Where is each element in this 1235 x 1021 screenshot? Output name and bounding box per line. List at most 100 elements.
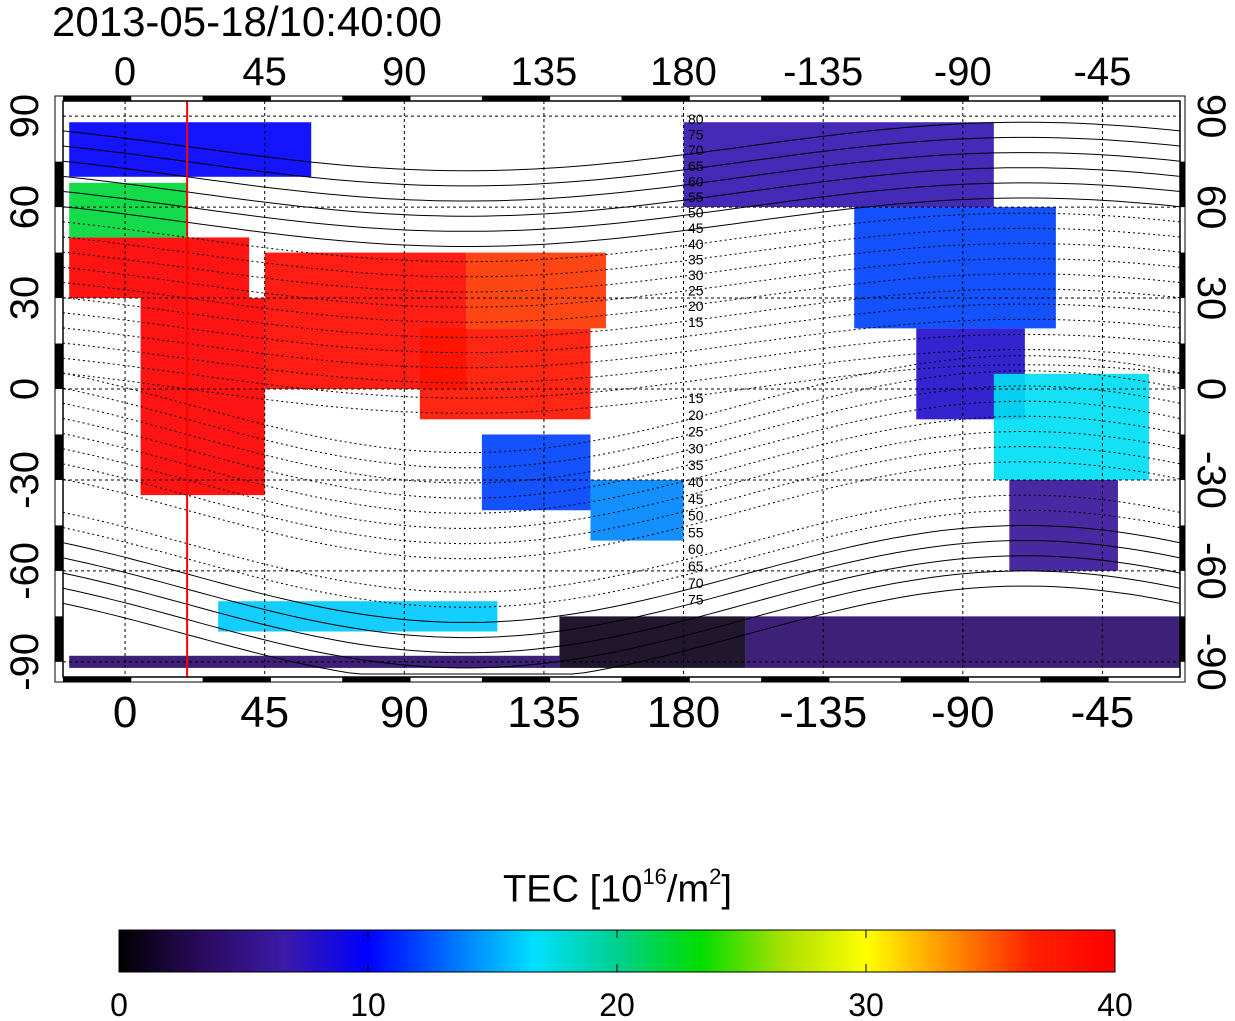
contour-label: 40 (688, 474, 704, 490)
x-tick-label-bottom: 0 (113, 688, 137, 737)
y-tick-label-right: 60 (1189, 185, 1233, 230)
x-tick-label-top: 90 (382, 50, 427, 94)
frame-tick-bar (761, 677, 830, 682)
tec-region (419, 328, 591, 420)
x-tick-label-top: -45 (1074, 50, 1132, 94)
contour-line (63, 555, 1180, 654)
y-tick-label-left: 0 (3, 378, 47, 400)
tec-data-layer (69, 122, 1180, 668)
contour-line (63, 494, 1180, 593)
frame-tick-bar (1040, 96, 1109, 101)
x-tick-label-bottom: 90 (380, 688, 429, 737)
frame-tick-bar (481, 677, 551, 682)
contour-label: 65 (688, 558, 704, 574)
contour-line (63, 364, 1180, 414)
contour-line (63, 585, 1180, 675)
contour-label: 70 (688, 575, 704, 591)
y-tick-label-left: -30 (3, 451, 47, 509)
grid-lines (63, 101, 1180, 677)
contour-line (63, 570, 1180, 669)
colorbar-tick-label: 10 (350, 987, 386, 1021)
frame-tick-bar (1180, 161, 1185, 208)
tec-region (559, 616, 746, 668)
frame-tick-bar (1180, 343, 1185, 389)
contour-line (63, 415, 1180, 514)
contour-line (63, 355, 1180, 454)
contour-label: 55 (688, 524, 704, 540)
colorbar-label: TEC [1016/m2] (503, 864, 732, 911)
x-tick-label-top: 135 (511, 50, 578, 94)
contour-line (63, 400, 1180, 499)
contour-label: 65 (688, 158, 704, 174)
frame-tick-bars (55, 96, 1185, 682)
contour-label: 50 (688, 508, 704, 524)
colorbar-tick-label: 30 (848, 987, 884, 1021)
frame-tick-bar (342, 677, 411, 682)
y-ticks-left: 90 60 30 0 -30 -60 -90 (3, 94, 47, 691)
contour-label: 15 (688, 390, 704, 406)
y-tick-label-left: 30 (3, 276, 47, 321)
frame-tick-bar (55, 161, 63, 208)
frame-tick-bar (621, 96, 690, 101)
x-tick-label-bottom: 180 (647, 688, 720, 737)
contour-label: 20 (688, 298, 704, 314)
contour-line (63, 333, 1180, 384)
frame-tick-bar (481, 96, 551, 101)
tec-region (854, 207, 1056, 329)
contour-label: 20 (688, 407, 704, 423)
y-tick-label-right: -60 (1189, 542, 1233, 600)
x-tick-label-bottom: 45 (240, 688, 289, 737)
contour-label: 35 (688, 251, 704, 267)
contour-label: 75 (688, 592, 704, 608)
contour-line (63, 197, 1180, 247)
tec-region (69, 237, 250, 299)
frame-tick-bar (900, 96, 970, 101)
tec-region (590, 479, 684, 541)
x-tick-label-bottom: -90 (931, 688, 995, 737)
contour-line (63, 509, 1180, 608)
contour-line (63, 303, 1180, 354)
contour-line (63, 431, 1180, 529)
x-tick-label-top: 180 (650, 50, 717, 94)
x-tick-label-top: 0 (114, 50, 136, 94)
x-tick-label-top: 45 (242, 50, 287, 94)
contour-line (63, 385, 1180, 484)
contour-labels: 8075706560555045403530252015152025303540… (688, 111, 704, 608)
y-tick-label-right: 30 (1189, 276, 1233, 321)
y-tick-label-right: -90 (1189, 633, 1233, 691)
contour-label: 50 (688, 205, 704, 221)
contour-line (63, 227, 1180, 278)
contour-line (63, 273, 1180, 323)
colorbar-ticks: 0 10 20 30 40 (110, 930, 1133, 1021)
frame-tick-bar (342, 96, 411, 101)
colorbar-tick-label: 40 (1097, 987, 1133, 1021)
contour-label: 55 (688, 189, 704, 205)
contour-label: 60 (688, 541, 704, 557)
y-tick-label-right: -30 (1189, 451, 1233, 509)
contour-line (63, 152, 1180, 202)
contour-label: 30 (688, 267, 704, 283)
contour-label: 35 (688, 457, 704, 473)
contour-label: 70 (688, 142, 704, 158)
frame-tick-bar (621, 677, 690, 682)
frame-tick-bar (63, 96, 132, 101)
frame-tick-bar (63, 677, 132, 682)
frame-tick-bar (55, 525, 63, 571)
x-ticks-top: 0 45 90 135 180 -135 -90 -45 (114, 50, 1131, 94)
colorbar-tick-label: 0 (110, 987, 128, 1021)
x-tick-label-bottom: -45 (1071, 688, 1135, 737)
colorbar-tick-label: 20 (599, 987, 635, 1021)
y-ticks-right: 90 60 30 0 -30 -60 -90 (1189, 94, 1233, 691)
frame-tick-bar (1180, 616, 1185, 662)
tec-region (69, 122, 312, 177)
frame-tick-bar (55, 343, 63, 389)
contour-label: 45 (688, 220, 704, 236)
contour-line (63, 288, 1180, 338)
y-tick-label-left: 90 (3, 94, 47, 139)
contour-label: 45 (688, 491, 704, 507)
map-title: 2013-05-18/10:40:00 (52, 0, 442, 45)
contour-label: 15 (688, 314, 704, 330)
frame-tick-bar (1180, 525, 1185, 571)
tec-region (481, 434, 591, 511)
x-tick-label-bottom: -135 (779, 688, 867, 737)
